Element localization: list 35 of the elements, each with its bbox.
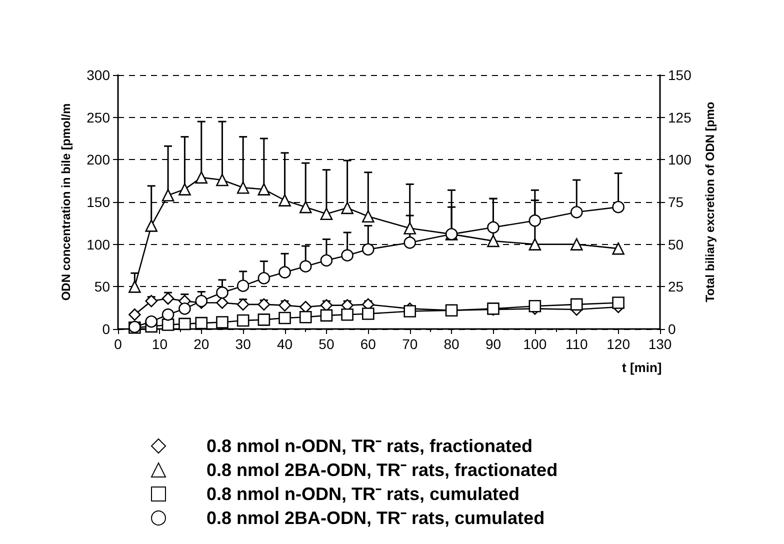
x-tick-label: 120: [606, 336, 630, 352]
y2-tick-label: 25: [668, 278, 684, 295]
x-tick-label: 10: [152, 336, 168, 352]
y2-tick-label: 125: [668, 109, 692, 126]
y2-axis-title: Total biliary excretion of ODN [pmo: [703, 102, 717, 302]
legend-label: 0.8 nmol n-ODN, TR⁻ rats, cumulated: [206, 484, 520, 504]
y2-tick-label: 50: [668, 236, 684, 252]
x-tick-label: 30: [235, 336, 252, 352]
legend-label: 0.8 nmol n-ODN, TR⁻ rats, fractionated: [206, 436, 533, 456]
x-tick-label: 90: [485, 336, 502, 352]
legend-label: 0.8 nmol 2BA-ODN, TR⁻ rats, cumulated: [206, 508, 545, 528]
x-tick-label: 40: [276, 336, 293, 352]
y-tick-label: 0: [102, 321, 110, 337]
legend-label: 0.8 nmol 2BA-ODN, TR⁻ rats, fractionated: [206, 460, 558, 480]
x-axis-title: t [min]: [622, 360, 662, 375]
x-tick-label: 20: [194, 336, 210, 352]
y2-tick-label: 0: [668, 321, 676, 337]
y2-tick-label: 100: [668, 152, 692, 168]
y-tick-label: 200: [86, 152, 110, 168]
y2-tick-label: 75: [668, 194, 684, 210]
y-axis-title: ODN concentration in bile [pmol/m: [59, 103, 73, 301]
x-tick-label: 100: [523, 336, 547, 352]
x-tick-label: 130: [648, 336, 672, 352]
y-tick-label: 50: [94, 278, 110, 295]
x-tick-label: 50: [318, 336, 334, 352]
x-tick-label: 110: [565, 336, 588, 352]
y2-tick-label: 150: [668, 67, 692, 83]
y-tick-label: 150: [86, 194, 110, 210]
x-tick-label: 70: [402, 336, 418, 352]
y-tick-label: 100: [86, 236, 110, 252]
x-tick-label: 60: [360, 336, 376, 352]
x-tick-label: 0: [114, 336, 122, 352]
x-tick-label: 80: [444, 336, 460, 352]
y-tick-label: 300: [86, 67, 110, 83]
y-tick-label: 250: [86, 109, 110, 126]
